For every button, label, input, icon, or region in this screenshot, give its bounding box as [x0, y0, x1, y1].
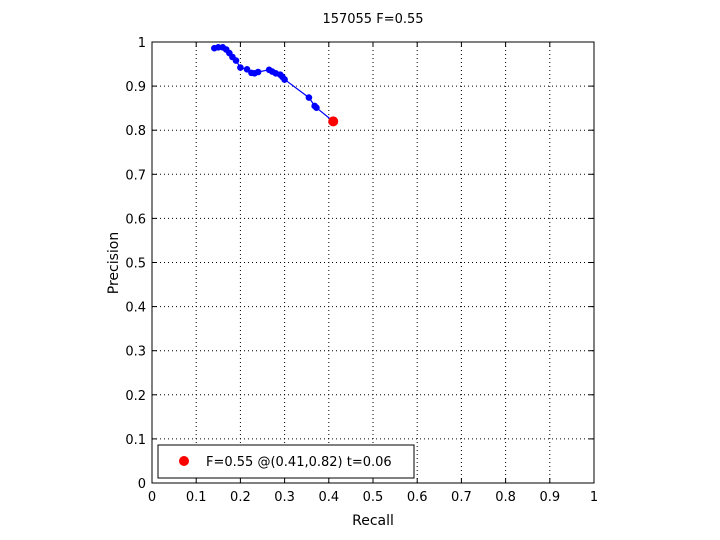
x-tick-label: 0.6	[407, 490, 428, 505]
y-tick-label: 0.9	[125, 80, 146, 95]
y-tick-label: 0.5	[125, 257, 146, 272]
x-tick-label: 1	[590, 490, 598, 505]
legend-label: F=0.55 @(0.41,0.82) t=0.06	[206, 455, 392, 470]
pr-curve-point	[313, 104, 320, 112]
x-tick-label: 0.9	[539, 490, 560, 505]
pr-curve-point	[237, 64, 244, 71]
legend-marker	[179, 456, 189, 466]
legend: F=0.55 @(0.41,0.82) t=0.06	[157, 444, 415, 479]
chart-title: 157055 F=0.55	[322, 12, 423, 27]
best-f-point	[328, 116, 339, 127]
y-tick-label: 0.4	[125, 301, 146, 316]
pr-curve-point	[281, 76, 288, 83]
x-tick-label: 0.3	[274, 490, 295, 505]
y-tick-label: 0.1	[125, 433, 146, 448]
axis-ticks	[151, 41, 595, 484]
x-tick-label: 0.2	[230, 490, 251, 505]
x-tick-label: 0.7	[451, 490, 472, 505]
pr-curve-point	[305, 94, 313, 101]
pr-curve-point	[243, 66, 251, 73]
best-point-layer	[328, 116, 339, 127]
x-tick-labels: 0 0.1 0.2 0.3 0.4 0.5 0.6 0.7 0.8 0.9 1	[148, 490, 598, 505]
x-tick-label: 0.4	[318, 490, 339, 505]
y-tick-label: 0	[138, 477, 146, 492]
y-tick-labels: 0 0.1 0.2 0.3 0.4 0.5 0.6 0.7 0.8 0.9 1	[125, 36, 146, 492]
legend-box	[157, 444, 415, 479]
y-tick-label: 0.8	[125, 124, 146, 139]
y-tick-label: 0.2	[125, 389, 146, 404]
x-tick-label: 0.5	[363, 490, 384, 505]
x-tick-label: 0.8	[495, 490, 516, 505]
y-tick-label: 1	[138, 36, 146, 51]
y-tick-label: 0.3	[125, 345, 146, 360]
pr-curve-point	[232, 57, 240, 64]
y-tick-label: 0.6	[125, 212, 146, 227]
x-tick-label: 0.1	[186, 490, 207, 505]
y-tick-label: 0.7	[125, 168, 146, 183]
x-axis-label: Recall	[352, 513, 394, 529]
grid-lines	[152, 42, 594, 483]
y-axis-label: Precision	[106, 232, 122, 294]
x-tick-label: 0	[148, 490, 156, 505]
pr-curve-point	[254, 68, 262, 76]
series-layer	[211, 43, 337, 125]
